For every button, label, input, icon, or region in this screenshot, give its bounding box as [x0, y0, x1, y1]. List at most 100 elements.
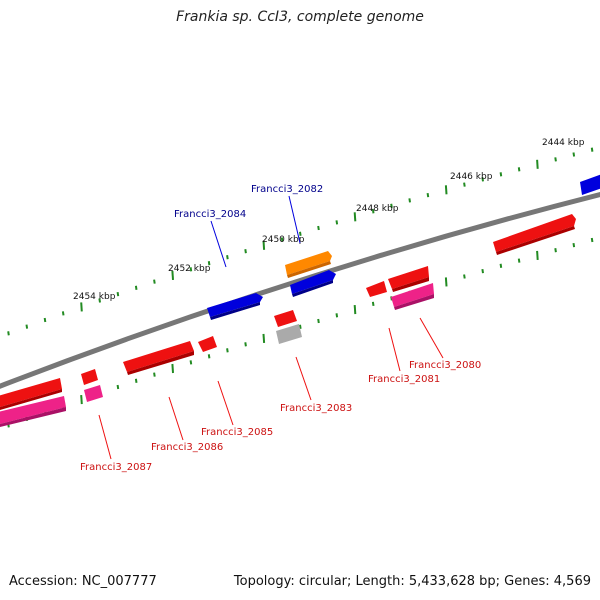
gene-red-forward-right[interactable]: [493, 214, 576, 255]
gene-francci3-2080[interactable]: [391, 283, 434, 310]
outer-minor-tick: [335, 220, 339, 225]
outer-minor-tick: [371, 209, 375, 214]
outer-major-tick: [262, 240, 266, 250]
outer-minor-tick: [153, 279, 156, 284]
tick-label-2444: 2444 kbp: [542, 138, 585, 148]
gene-blue-forward[interactable]: [290, 270, 336, 297]
inner-minor-tick: [463, 274, 466, 279]
inner-minor-tick: [189, 360, 193, 365]
leader-francci3-2081: [388, 327, 401, 372]
tick-label-2448: 2448 kbp: [356, 204, 399, 214]
outer-minor-tick: [116, 291, 120, 297]
outer-major-tick: [171, 270, 174, 280]
gene-label-francci3-2080[interactable]: Francci3_2080: [409, 360, 481, 371]
gene-label-francci3-2082[interactable]: Francci3_2082: [251, 184, 323, 195]
accession-text: Accession: NC_007777: [9, 574, 157, 589]
forward-strand-genes: [207, 174, 600, 320]
gene-label-francci3-2084[interactable]: Francci3_2084: [174, 209, 246, 220]
inner-minor-tick: [317, 318, 320, 324]
outer-minor-tick: [481, 177, 484, 182]
outer-minor-tick: [244, 249, 247, 254]
gene-francci3-2083[interactable]: [276, 324, 302, 344]
outer-minor-tick: [7, 331, 10, 336]
inner-minor-tick: [554, 248, 557, 253]
outer-minor-tick: [280, 237, 284, 242]
inner-major-tick: [80, 395, 83, 405]
tick-label-2454: 2454 kbp: [73, 292, 116, 302]
leader-francci3-2085: [217, 380, 234, 426]
outer-minor-tick: [226, 255, 229, 260]
inner-major-tick: [444, 277, 448, 287]
outer-minor-tick: [134, 285, 138, 290]
outer-minor-tick: [426, 192, 430, 198]
outer-minor-tick: [299, 231, 302, 236]
inner-minor-tick: [153, 372, 156, 377]
outer-minor-tick: [207, 261, 211, 266]
leader-francci3-2084: [210, 220, 227, 268]
inner-minor-tick: [499, 263, 503, 268]
leader-francci3-2086: [168, 396, 184, 441]
inner-minor-tick: [371, 301, 375, 307]
leader-francci3-2087: [98, 414, 112, 460]
inner-major-tick: [353, 305, 357, 315]
leader-francci3-2080: [419, 317, 444, 359]
outer-minor-tick: [98, 298, 101, 303]
map-title: Frankia sp. CcI3, complete genome: [176, 9, 424, 25]
outer-minor-tick: [554, 157, 557, 162]
inner-minor-tick: [299, 324, 302, 329]
inner-minor-tick: [335, 313, 339, 318]
tick-label-2446: 2446 kbp: [450, 172, 493, 182]
gene-label-francci3-2086[interactable]: Francci3_2086: [151, 442, 223, 453]
gene-pink-left-edge[interactable]: [0, 396, 66, 427]
inner-minor-tick: [572, 242, 576, 248]
outer-major-tick: [80, 302, 83, 312]
gene-red-small-c[interactable]: [81, 369, 98, 385]
outer-minor-tick: [25, 324, 29, 329]
outer-major-tick: [536, 159, 539, 169]
leader-francci3-2083: [295, 356, 312, 401]
outer-minor-tick: [61, 311, 65, 316]
genome-summary-text: Topology: circular; Length: 5,433,628 bp…: [233, 574, 591, 589]
genome-backbone: [0, 191, 600, 389]
inner-minor-tick: [207, 354, 211, 359]
gene-francci3-2084[interactable]: [207, 293, 263, 320]
inner-minor-tick: [134, 378, 138, 383]
tick-label-2452: 2452 kbp: [168, 264, 211, 274]
inner-minor-tick: [590, 237, 594, 243]
gene-label-francci3-2087[interactable]: Francci3_2087: [80, 462, 152, 473]
gene-francci3-2081[interactable]: [388, 266, 429, 292]
gene-red-small-b[interactable]: [274, 310, 297, 327]
gene-francci3-2086[interactable]: [123, 341, 194, 375]
outer-tick-track: [7, 147, 594, 336]
tick-label-2450: 2450 kbp: [262, 235, 305, 245]
outer-minor-tick: [572, 152, 576, 157]
gene-red-small-a[interactable]: [366, 281, 387, 297]
inner-minor-tick: [481, 268, 484, 274]
gene-francci3-2087[interactable]: [84, 385, 103, 402]
outer-minor-tick: [499, 172, 503, 177]
gene-label-francci3-2085[interactable]: Francci3_2085: [201, 427, 273, 438]
outer-minor-tick: [390, 203, 393, 208]
gene-francci3-2082[interactable]: [285, 251, 332, 278]
outer-minor-tick: [408, 198, 411, 203]
outer-minor-tick: [590, 147, 594, 152]
gene-blue-edge[interactable]: [580, 174, 600, 195]
inner-minor-tick: [226, 348, 229, 353]
gene-label-francci3-2083[interactable]: Francci3_2083: [280, 403, 352, 414]
outer-minor-tick: [463, 182, 466, 187]
outer-major-tick: [444, 185, 448, 195]
inner-major-tick: [536, 250, 539, 260]
outer-major-tick: [353, 212, 357, 222]
outer-minor-tick: [517, 167, 521, 172]
inner-major-tick: [262, 333, 266, 343]
gene-francci3-2085[interactable]: [198, 336, 217, 352]
gene-label-francci3-2081[interactable]: Francci3_2081: [368, 374, 440, 385]
gene-red-left-edge[interactable]: [0, 378, 62, 410]
inner-minor-tick: [244, 342, 247, 347]
inner-major-tick: [171, 363, 174, 374]
inner-minor-tick: [116, 384, 120, 390]
leader-francci3-2082: [288, 195, 301, 244]
reverse-strand-genes: [0, 266, 434, 427]
outer-minor-tick: [43, 317, 47, 323]
